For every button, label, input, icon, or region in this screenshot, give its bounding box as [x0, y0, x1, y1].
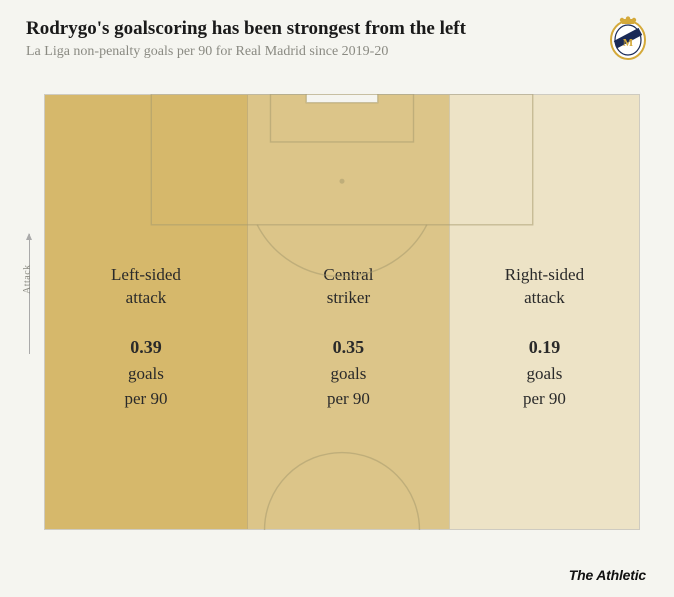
- zone-value: 0.35goalsper 90: [327, 334, 370, 411]
- svg-text:M: M: [623, 37, 634, 49]
- zone-value: 0.19goalsper 90: [523, 334, 566, 411]
- attack-axis-label: Attack: [22, 264, 33, 294]
- zone-value: 0.39goalsper 90: [124, 334, 167, 411]
- zone-label: Right-sidedattack: [505, 264, 584, 310]
- zone-label: Left-sidedattack: [111, 264, 181, 310]
- pitch-zones: Left-sidedattack 0.39goalsper 90 Centralst…: [44, 94, 640, 530]
- page-title: Rodrygo's goalscoring has been strongest…: [26, 18, 598, 40]
- zone-left: Left-sidedattack 0.39goalsper 90: [45, 95, 247, 529]
- zone-centre: Centralstriker 0.35goalsper 90: [247, 95, 449, 529]
- real-madrid-crest-icon: M: [608, 16, 648, 66]
- zone-right: Right-sidedattack 0.19goalsper 90: [449, 95, 639, 529]
- attack-arrow-icon: [29, 234, 30, 354]
- page-subtitle: La Liga non-penalty goals per 90 for Rea…: [26, 44, 598, 60]
- brand-footer: The Athletic: [569, 567, 646, 583]
- zone-label: Centralstriker: [323, 264, 373, 310]
